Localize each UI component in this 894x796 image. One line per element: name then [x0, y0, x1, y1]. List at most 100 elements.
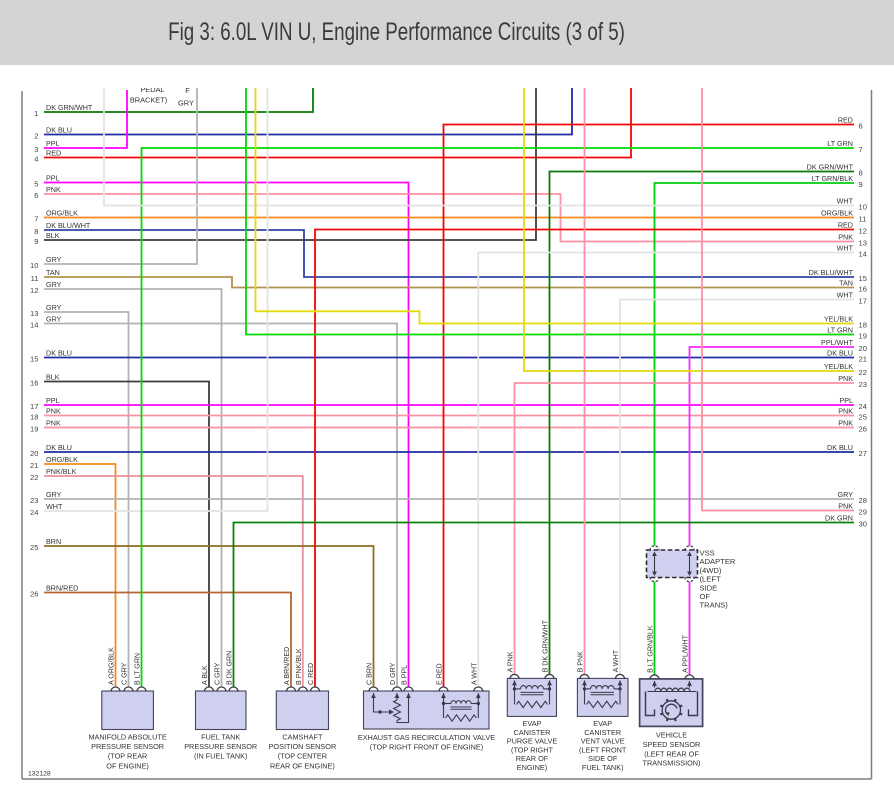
vss-adapter-label-line2: ADAPTER — [700, 557, 736, 566]
left-wire-label-15: DK BLU — [46, 349, 72, 358]
wire-pcm1-9-blk — [44, 88, 537, 241]
wire-pcm2-12-red — [314, 228, 854, 687]
left-pin-number-1: 1 — [34, 109, 38, 118]
right-pin-number-9: 9 — [859, 180, 863, 189]
pin-cup-icon — [228, 686, 239, 692]
pin-arrowhead-icon — [652, 680, 657, 686]
wire-pcm2-18-yelblk — [254, 88, 854, 325]
component-label-camshaft-position-sensor-line1: CAMSHAFT — [282, 733, 323, 742]
pin-cup-icon — [473, 686, 484, 692]
left-pin-number-12: 12 — [30, 286, 38, 295]
pin-arrowhead-icon — [371, 693, 376, 698]
component-label-camshaft-position-sensor-line2: POSITION SENSOR — [269, 742, 337, 751]
pin-cup-icon — [544, 673, 555, 680]
component-label-evap-canister-purge-valve-line3: PURGE VALVE — [507, 737, 558, 746]
vss-adapter-label-line6: OF — [700, 592, 711, 601]
egr-wiper-line — [372, 698, 389, 713]
right-pin-number-24: 24 — [859, 402, 867, 411]
right-pin-number-23: 23 — [859, 380, 867, 389]
right-pin-number-6: 6 — [859, 122, 863, 131]
pin-cup-icon — [649, 577, 660, 583]
pin-cup-icon — [297, 686, 309, 692]
left-wire-label-2: DK BLU — [46, 126, 72, 135]
right-pin-number-30: 30 — [859, 520, 867, 529]
component-box-egr-valve — [362, 690, 490, 730]
left-pin-number-6: 6 — [34, 191, 38, 200]
right-pin-number-7: 7 — [859, 145, 863, 154]
left-wire-label-11: TAN — [46, 268, 60, 277]
left-pin-number-14: 14 — [30, 321, 38, 330]
right-wire-label-15: DK BLU/WHT — [809, 268, 854, 277]
component-label-evap-canister-purge-valve-line1: EVAP — [523, 719, 542, 728]
pin-cup-icon — [438, 686, 449, 692]
vss-bracket-left — [644, 691, 656, 717]
pin-label-egr-valve: E RED — [436, 663, 444, 685]
component-label-camshaft-position-sensor-line4: REAR OF ENGINE) — [270, 761, 335, 770]
solenoid-coil-icon — [519, 685, 545, 689]
right-pin-number-25: 25 — [859, 413, 867, 422]
right-wire-label-26: PNK — [838, 419, 853, 428]
wire-pcm1-24-wht — [44, 88, 269, 512]
right-wire-label-13: PNK — [838, 233, 853, 242]
right-wire-label-20: PPL/WHT — [821, 338, 854, 347]
solenoid-coil-icon — [589, 685, 615, 689]
component-label-map-sensor-line4: OF ENGINE) — [106, 761, 149, 770]
right-pin-number-8: 8 — [859, 169, 863, 178]
vss-reluctor-tooth-icon — [665, 718, 669, 722]
pin-label-evap-canister-vent-valve: A WHT — [612, 649, 620, 672]
component-label-evap-canister-purge-valve-line2: CANISTER — [514, 728, 551, 737]
wire-pcm2-6-red — [442, 123, 854, 687]
pin-cup-icon — [684, 577, 695, 583]
left-pin-number-26: 26 — [30, 590, 38, 599]
right-wire-label-6: RED — [838, 116, 853, 125]
title-bar: Fig 3: 6.0L VIN U, Engine Performance Ci… — [0, 0, 894, 65]
vss-adapter-label-line7: TRANS) — [700, 601, 729, 610]
pin-label-egr-valve: C BRN — [366, 663, 374, 685]
left-wire-label-16: BLK — [46, 373, 60, 382]
right-wire-label-27: DK BLU — [827, 443, 853, 452]
pin-arrowhead-icon — [475, 693, 481, 698]
pin-cup-icon — [649, 674, 660, 680]
left-wire-label-14: GRY — [46, 315, 62, 324]
wire-pcm2-19-ltgrn — [245, 88, 854, 336]
left-pin-number-3: 3 — [34, 145, 38, 154]
vss-reluctor-tooth-icon — [679, 704, 683, 708]
right-pin-number-11: 11 — [859, 215, 867, 224]
wire-pcm2-14-wht — [477, 251, 854, 687]
right-wire-label-19: LT GRN — [827, 326, 853, 335]
vss-rotation-arrowhead-icon — [665, 712, 670, 717]
component-box-map-sensor — [101, 690, 154, 731]
component-box-fuel-tank-pressure-sensor — [194, 690, 247, 731]
component-label-vehicle-speed-sensor-line4: TRANSMISSION) — [643, 759, 701, 768]
left-wire-label-9: BLK — [46, 231, 60, 240]
right-pin-number-17: 17 — [859, 297, 867, 306]
pin-cup-icon — [216, 686, 227, 692]
component-label-vehicle-speed-sensor-line1: VEHICLE — [656, 731, 687, 740]
component-label-egr-valve-line2: (TOP RIGHT FRONT OF ENGINE) — [370, 743, 483, 752]
pin-cup-icon — [285, 686, 297, 692]
vss-adapter-arrowhead-down-icon — [652, 571, 657, 576]
left-pin-number-18: 18 — [30, 413, 38, 422]
left-wire-label-5: PPL — [46, 174, 60, 183]
diagram-area: PEDAL BRACKET) F GRY 1 DK GRN/WHT 2 DK BLU 3 PPL 4… — [0, 65, 894, 796]
pin-arrowhead-icon — [582, 680, 587, 686]
component-label-map-sensor-line1: MANIFOLD ABSOLUTE — [88, 733, 166, 742]
pedal-bracket-label-line2: BRACKET) — [130, 96, 167, 105]
pin-cup-icon — [391, 686, 403, 692]
left-wire-label-17: PPL — [46, 396, 60, 405]
left-pin-number-24: 24 — [30, 508, 38, 517]
left-wire-label-8: DK BLU/WHT — [46, 221, 91, 230]
left-wire-label-12: GRY — [46, 280, 62, 289]
figure-code: 132128 — [28, 771, 51, 778]
vss-adapter-label-line5: SIDE — [700, 583, 718, 592]
pin-arrowhead-icon — [394, 693, 400, 698]
left-pin-number-2: 2 — [34, 132, 38, 141]
vss-reluctor-circle-icon — [661, 700, 682, 720]
left-wire-label-25: BRN — [46, 537, 61, 546]
right-wire-label-8: DK GRN/WHT — [807, 163, 854, 172]
wire-pcm1-10-gry — [44, 88, 198, 265]
wire-pcm2-23-pnk — [513, 382, 854, 674]
pin-label-evap-canister-purge-valve: A PNK — [507, 651, 515, 672]
wire-pcm2-22-yelblk — [523, 88, 854, 372]
wire-pcm1-1-dkgrnwht — [44, 88, 314, 113]
